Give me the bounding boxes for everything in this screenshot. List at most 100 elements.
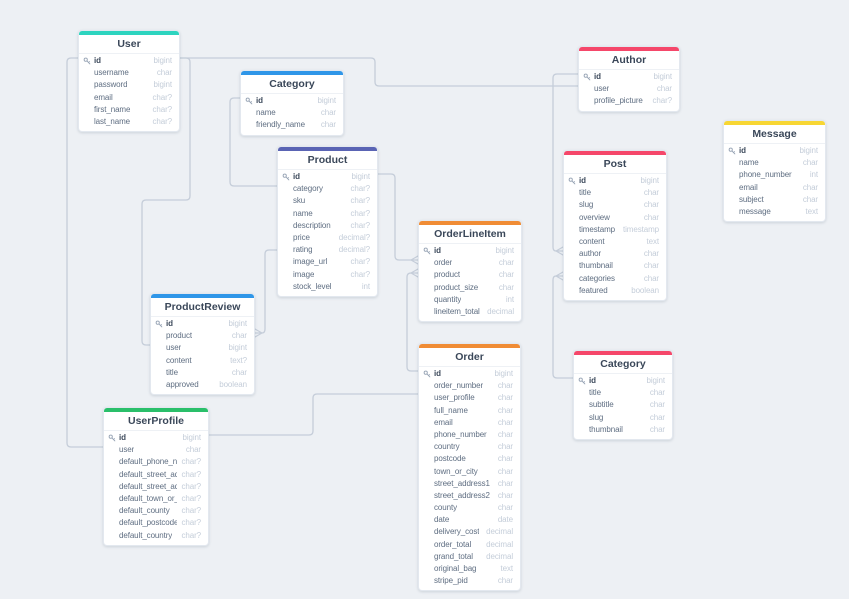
field-name: id [434, 246, 441, 255]
table-post-5[interactable]: Post id bigint title char slug char overview cha… [563, 150, 667, 301]
table-productreview-9[interactable]: ProductReview id bigint product char user bigi… [150, 293, 255, 396]
field-row-title: title char [151, 367, 254, 379]
relationship-line-Category.id-Post.categories[interactable] [552, 275, 574, 379]
key-icon [578, 377, 586, 385]
table-title: Post [564, 155, 666, 174]
field-name: image [293, 269, 315, 279]
field-name: subject [739, 194, 764, 204]
field-row-date: date date [419, 514, 520, 526]
field-row-lineitem_total: lineitem_total decimal [419, 306, 521, 318]
key-icon [282, 173, 290, 181]
field-name: product_size [434, 282, 479, 292]
key-icon [423, 370, 431, 378]
field-type: char? [152, 116, 172, 126]
field-name: email [94, 92, 113, 102]
table-color-bar [151, 294, 254, 298]
field-type: char? [181, 518, 201, 528]
field-name: order_total [434, 539, 472, 549]
table-fields: id bigint username char password bigint email c… [79, 54, 179, 131]
table-title: Category [574, 355, 672, 374]
field-row-id: id bigint [579, 71, 679, 83]
table-title: ProductReview [151, 298, 254, 317]
field-type: char [802, 182, 818, 192]
field-name: stock_level [293, 281, 332, 291]
table-color-bar [241, 71, 343, 75]
field-row-subject: subject char [724, 194, 825, 206]
field-row-id: id bigint [574, 375, 672, 387]
relationship-line-Order.id-OrderLineItem.order[interactable] [406, 272, 419, 372]
field-row-phone_number: phone_number int [724, 169, 825, 181]
field-type: char? [181, 469, 201, 479]
field-type: char? [181, 493, 201, 503]
field-row-thumbnail: thumbnail char [564, 260, 666, 272]
table-userprofile-10[interactable]: UserProfile id bigint user char default_phone… [103, 407, 209, 546]
table-category-1[interactable]: Category id bigint name char friendly_name cha… [240, 70, 344, 136]
field-row-rating: rating decimal? [278, 244, 377, 256]
table-title: User [79, 35, 179, 54]
table-user-0[interactable]: User id bigint username char password bigint em… [78, 30, 180, 133]
field-type: char? [152, 92, 172, 102]
field-name: subtitle [589, 400, 614, 410]
relationship-line-Product.id-ProductReview.product[interactable] [261, 249, 278, 334]
field-type: char [643, 188, 659, 198]
relationship-line-Product.id-OrderLineItem.product[interactable] [377, 173, 412, 261]
field-row-full_name: full_name char [419, 405, 520, 417]
field-row-id: id bigint [79, 55, 179, 67]
relationship-line-UserProfile.id-Order.user_profile[interactable] [208, 393, 419, 436]
field-type: char [497, 442, 513, 452]
table-orderlineitem-6[interactable]: OrderLineItem id bigint order char product cha… [418, 220, 522, 323]
field-row-email: email char [419, 417, 520, 429]
field-row-id: id bigint [241, 95, 343, 107]
field-name: rating [293, 245, 313, 255]
table-message-4[interactable]: Message id bigint name char phone_number int em… [723, 120, 826, 223]
relationship-line-Author.id-Post.author[interactable] [552, 73, 579, 252]
field-type: char [649, 412, 665, 422]
field-row-email: email char [724, 182, 825, 194]
table-title: Category [241, 75, 343, 94]
field-name: country [434, 442, 460, 452]
table-fields: id bigint name char phone_number int email char… [724, 144, 825, 221]
field-row-street_address1: street_address1 char [419, 478, 520, 490]
field-row-image: image char? [278, 269, 377, 281]
field-row-price: price decimal? [278, 232, 377, 244]
table-color-bar [104, 408, 208, 412]
field-name: town_or_city [434, 466, 478, 476]
field-row-id: id bigint [104, 432, 208, 444]
field-row-message: message text [724, 206, 825, 218]
field-type: char? [152, 104, 172, 114]
table-fields: id bigint order char product char product_size… [419, 244, 521, 321]
table-category-8[interactable]: Category id bigint title char subtitle char slu… [573, 350, 673, 440]
table-order-7[interactable]: Order id bigint order_number char user_profil… [418, 343, 521, 592]
table-author-3[interactable]: Author id bigint user char profile_picture cha… [578, 46, 680, 112]
field-name: default_county [119, 506, 170, 516]
field-name: id [594, 72, 601, 81]
key-icon [155, 320, 163, 328]
field-name: postcode [434, 454, 466, 464]
field-row-order_total: order_total decimal [419, 539, 520, 551]
table-fields: id bigint title char slug char overview char tim… [564, 174, 666, 300]
field-type: char [649, 424, 665, 434]
relationship-line-Category.id-Product.category[interactable] [229, 97, 278, 187]
field-row-user: user bigint [151, 342, 254, 354]
field-name: slug [589, 412, 604, 422]
field-type: boolean [219, 379, 247, 389]
relationship-line-User.id-Author.user[interactable] [179, 57, 579, 87]
table-product-2[interactable]: Product id bigint category char? sku char? name… [277, 146, 378, 297]
relationship-line-User.id-ProductReview.user[interactable] [141, 57, 191, 346]
key-icon [245, 97, 253, 105]
field-name: image_url [293, 257, 328, 267]
field-name: quantity [434, 294, 462, 304]
field-type: char [497, 503, 513, 513]
field-type: char? [181, 506, 201, 516]
field-row-description: description char? [278, 220, 377, 232]
field-name: category [293, 184, 323, 194]
field-type: bigint [153, 56, 172, 65]
relationship-line-User.id-UserProfile.user[interactable] [66, 57, 104, 448]
crowfoot-marker-Category.id-Post.categories [555, 271, 564, 281]
field-row-name: name char [241, 107, 343, 119]
field-row-sku: sku char? [278, 195, 377, 207]
field-name: id [94, 56, 101, 65]
field-row-friendly_name: friendly_name char [241, 119, 343, 131]
field-name: timestamp [579, 224, 615, 234]
